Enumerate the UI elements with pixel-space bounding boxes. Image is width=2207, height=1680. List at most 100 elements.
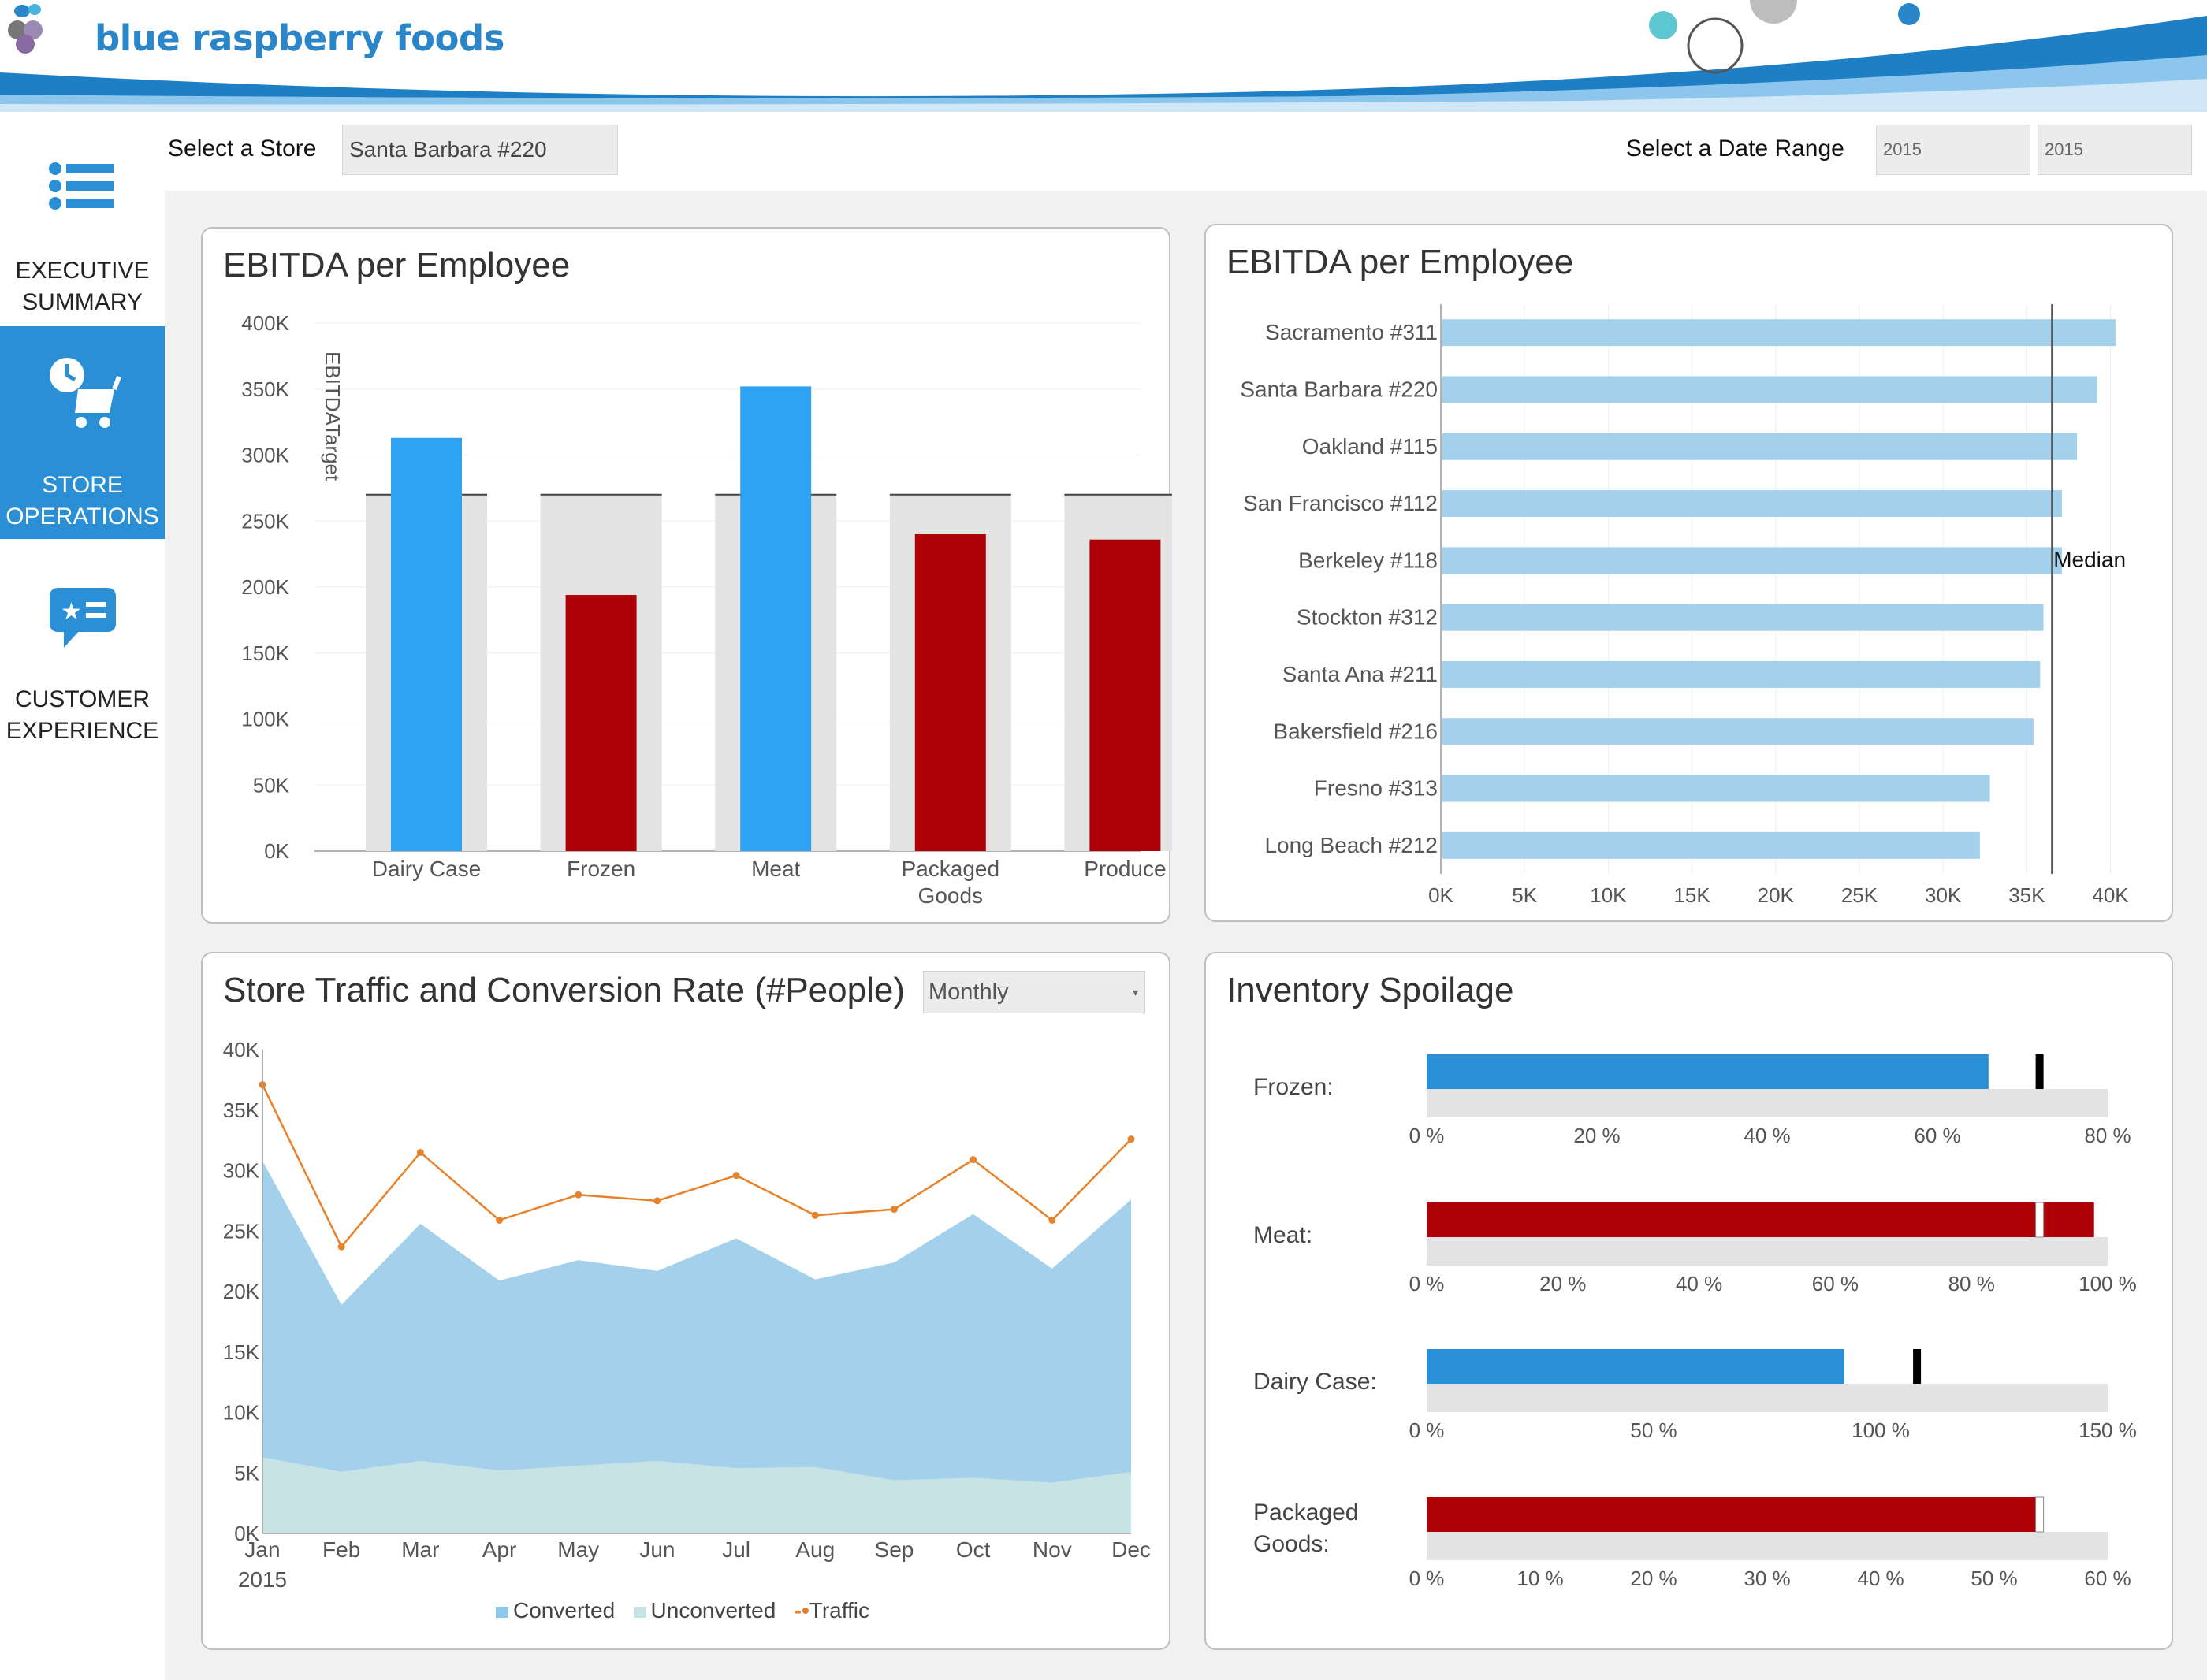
y-tick-label: 300K: [241, 444, 289, 467]
y-tick-label: 35K: [223, 1098, 260, 1122]
x-tick-label: 5K: [1512, 883, 1537, 907]
x-tick-label: 15K: [1673, 883, 1710, 907]
y-tick-label: 40K: [223, 1038, 260, 1061]
traffic-point: [416, 1148, 424, 1156]
sidebar-item-label: EXPERIENCE: [6, 718, 159, 744]
sidebar-item-store-operations[interactable]: STORE OPERATIONS: [0, 326, 165, 539]
spoilage-label-frozen: Frozen:: [1253, 1074, 1334, 1100]
sidebar-item-label: OPERATIONS: [6, 504, 159, 530]
traffic-point: [575, 1191, 582, 1199]
x-tick-label: Jun: [639, 1537, 675, 1562]
list-icon: [48, 162, 114, 210]
x-tick-label: 0K: [1428, 883, 1453, 907]
traffic-point: [337, 1243, 345, 1251]
cart-clock-icon: [49, 358, 121, 428]
x-tick-label: Dec: [1111, 1537, 1151, 1562]
traffic-point: [496, 1216, 504, 1224]
date-from-input[interactable]: 2015: [1876, 125, 2030, 175]
bullet-target-marker: [2035, 1202, 2045, 1238]
bar: [565, 595, 637, 851]
bullet-bar: [1427, 1054, 1989, 1089]
spoilage-label-dairy-case: Dairy Case:: [1253, 1369, 1377, 1395]
date-range-label: Select a Date Range: [1626, 136, 1844, 162]
y-tick-label: 5K: [234, 1461, 259, 1485]
bullet-background: [1427, 1384, 2108, 1412]
y-tick-label: 250K: [241, 509, 289, 533]
y-tick-label: 0K: [234, 1522, 259, 1545]
ebitda-category-chart: 0K 50K 100K 150K 200K 250K 300K 350K 400K Dairy C…: [241, 311, 1172, 908]
y-tick-label: Sacramento #311: [1265, 320, 1438, 344]
x-tick-label: Oct: [956, 1537, 991, 1562]
x-tick-label: 50 %: [1630, 1418, 1677, 1442]
chevron-down-icon: ▾: [1132, 986, 1138, 998]
traffic-point: [1048, 1216, 1056, 1224]
legend-item-traffic[interactable]: -•Traffic: [795, 1598, 869, 1622]
x-tick-label: May: [557, 1537, 599, 1562]
y-tick-label: 20K: [223, 1280, 260, 1303]
panel-title: Store Traffic and Conversion Rate (#Peop…: [223, 971, 905, 1009]
x-tick-label: 60 %: [1914, 1124, 1960, 1147]
x-tick-label: 10 %: [1517, 1567, 1563, 1590]
y-tick-label: 350K: [241, 377, 289, 401]
sidebar-item-executive-summary[interactable]: EXECUTIVE SUMMARY: [0, 151, 165, 333]
bar: [391, 437, 462, 851]
spoilage-label-packaged: Packaged: [1253, 1500, 1359, 1526]
traffic-point: [811, 1211, 819, 1219]
svg-text:★: ★: [61, 598, 82, 626]
traffic-point: [653, 1197, 661, 1205]
sidebar-item-label: CUSTOMER: [14, 686, 151, 712]
legend-line-marker: -•: [794, 1598, 809, 1622]
x-tick-label: 150 %: [2079, 1418, 2137, 1442]
app-header: blue raspberry foods: [0, 0, 2207, 112]
x-tick-label: 20 %: [1573, 1124, 1620, 1147]
legend-item-converted[interactable]: Converted: [496, 1598, 615, 1622]
x-tick-label: 40 %: [1857, 1567, 1904, 1590]
bar: [1442, 660, 2041, 688]
inventory-spoilage-panel: Inventory Spoilage Frozen: Meat: Dairy C…: [1204, 952, 2173, 1650]
y-tick-label: Fresno #313: [1314, 776, 1438, 801]
sidebar-item-customer-experience[interactable]: ★ CUSTOMER EXPERIENCE: [0, 577, 165, 782]
bullet-background: [1427, 1089, 2108, 1117]
traffic-point: [970, 1156, 977, 1164]
store-traffic-chart: 0K 5K 10K 15K 20K 25K 30K 35K 40K Jan Feb Mar Apr May…: [223, 1038, 1151, 1592]
bar: [1442, 604, 2044, 631]
x-tick-label: 25K: [1841, 883, 1878, 907]
bar: [1442, 433, 2078, 460]
traffic-line: [261, 1083, 1132, 1249]
dashboard-content: EBITDA per Employee 0K 50K 100K 150K 200K 250…: [165, 191, 2207, 1680]
inventory-spoilage-chart: 0 % 20 % 40 % 60 % 80 % 0 % 20 % 40 % 60 % 80 % 10…: [1409, 1054, 2137, 1590]
x-tick-label: 0 %: [1409, 1124, 1445, 1147]
bullet-bar: [1427, 1349, 1844, 1384]
x-tick-label: Aug: [795, 1537, 835, 1562]
period-dropdown-value: Monthly: [929, 979, 1009, 1005]
x-tick-label: Apr: [482, 1537, 517, 1562]
x-tick-label: 100 %: [1852, 1418, 1910, 1442]
x-tick-label: 10K: [1590, 883, 1627, 907]
chat-bubble-icon: ★: [49, 588, 116, 648]
y-tick-label: 200K: [241, 575, 289, 599]
x-tick-label: 100 %: [2079, 1272, 2137, 1295]
x-tick-label: 20 %: [1630, 1567, 1677, 1590]
bullet-target-marker: [2035, 1496, 2045, 1533]
x-tick-label: Jan: [244, 1537, 280, 1562]
raspberry-logo-icon: [8, 4, 43, 54]
y-tick-label: Berkeley #118: [1298, 548, 1438, 572]
date-to-input[interactable]: 2015: [2038, 125, 2192, 175]
store-select[interactable]: Santa Barbara #220: [342, 125, 618, 175]
legend-item-unconverted[interactable]: Unconverted: [633, 1598, 776, 1622]
x-tick-label: 20 %: [1539, 1272, 1586, 1295]
ebitda-store-panel: EBITDA per Employee 0K 5K 10K 15K 20K 25K 30K 3…: [1204, 224, 2173, 922]
x-tick-label: Produce: [1084, 857, 1166, 881]
traffic-point: [1127, 1135, 1135, 1143]
spoilage-label-meat: Meat:: [1253, 1222, 1313, 1248]
x-tick-label: Dairy Case: [372, 857, 481, 881]
panel-title: Inventory Spoilage: [1226, 971, 1514, 1009]
y-tick-label: 150K: [241, 641, 289, 665]
bullet-bar: [1427, 1497, 2040, 1532]
bar: [1442, 547, 2062, 574]
period-dropdown[interactable]: Monthly ▾: [923, 971, 1145, 1013]
bullet-background: [1427, 1532, 2108, 1560]
bullet-bar: [1427, 1202, 2094, 1237]
ebitda-store-chart: 0K 5K 10K 15K 20K 25K 30K 35K 40K Sacramento #311…: [1240, 304, 2129, 907]
panel-title: EBITDA per Employee: [1226, 243, 1574, 281]
